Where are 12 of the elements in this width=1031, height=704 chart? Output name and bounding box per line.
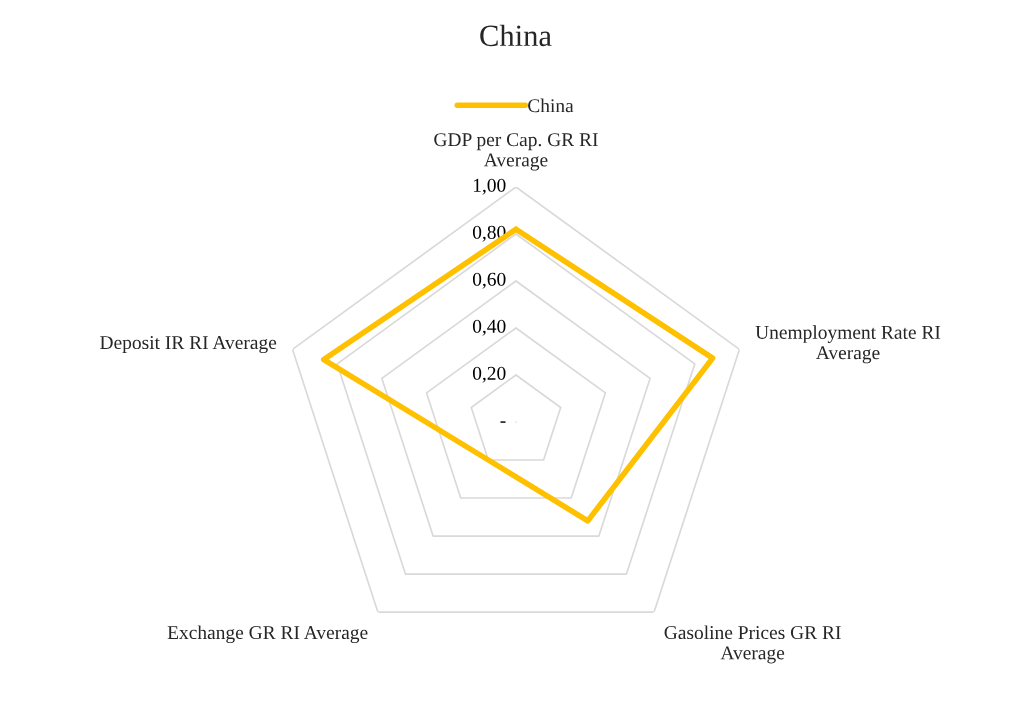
legend-label: China <box>528 98 574 113</box>
spoke-label: GDP per Cap. GR RI Average <box>434 133 598 171</box>
spoke-label: Unemployment Rate RI Average <box>755 325 941 364</box>
y-tick-label: 0,60 <box>472 272 506 289</box>
spoke-label: Gasoline Prices GR RI Average <box>664 625 841 664</box>
y-tick-label: 0,40 <box>472 319 506 336</box>
y-tick-label: 1,00 <box>473 178 506 195</box>
y-tick-label: - <box>500 421 506 423</box>
y-tick-label: 0,20 <box>472 366 506 383</box>
spoke-label: Exchange GR RI Average <box>167 625 368 644</box>
spoke-label: Deposit IR RI Average <box>100 336 277 354</box>
chart-title: China <box>480 24 552 47</box>
